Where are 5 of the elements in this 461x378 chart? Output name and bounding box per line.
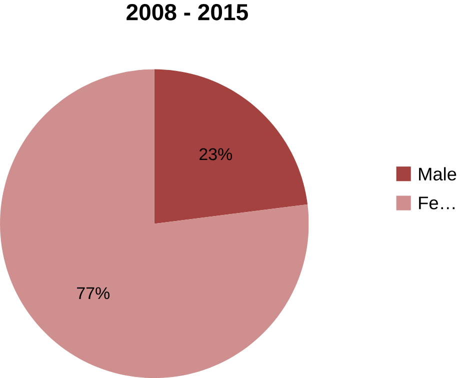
legend-label: Fe… — [419, 196, 454, 210]
legend-label: Male — [419, 167, 456, 180]
chart-title: 2008 - 2015 — [126, 4, 248, 20]
data-label: 77% — [77, 287, 110, 300]
data-label: 23% — [200, 148, 232, 160]
